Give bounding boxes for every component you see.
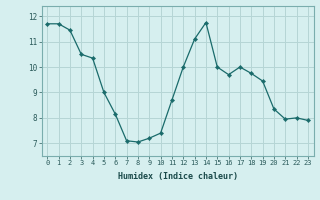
X-axis label: Humidex (Indice chaleur): Humidex (Indice chaleur) xyxy=(118,172,237,181)
